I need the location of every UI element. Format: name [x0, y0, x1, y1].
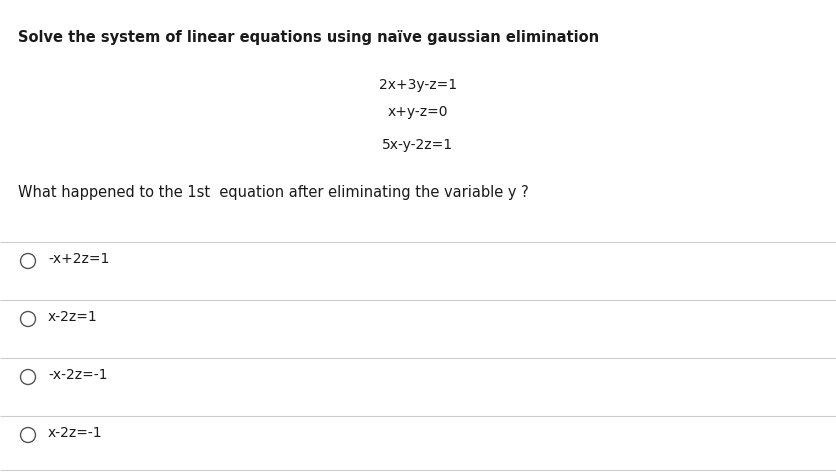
Text: x+y-z=0: x+y-z=0 — [387, 105, 448, 119]
Text: What happened to the 1st  equation after eliminating the variable y ?: What happened to the 1st equation after … — [18, 185, 528, 200]
Text: -x-2z=-1: -x-2z=-1 — [48, 368, 107, 382]
Text: 2x+3y-z=1: 2x+3y-z=1 — [379, 78, 456, 92]
Text: -x+2z=1: -x+2z=1 — [48, 252, 110, 266]
Text: x-2z=-1: x-2z=-1 — [48, 426, 103, 440]
Text: x-2z=1: x-2z=1 — [48, 310, 98, 324]
Text: 5x-y-2z=1: 5x-y-2z=1 — [382, 138, 453, 152]
Text: Solve the system of linear equations using naïve gaussian elimination: Solve the system of linear equations usi… — [18, 30, 599, 45]
